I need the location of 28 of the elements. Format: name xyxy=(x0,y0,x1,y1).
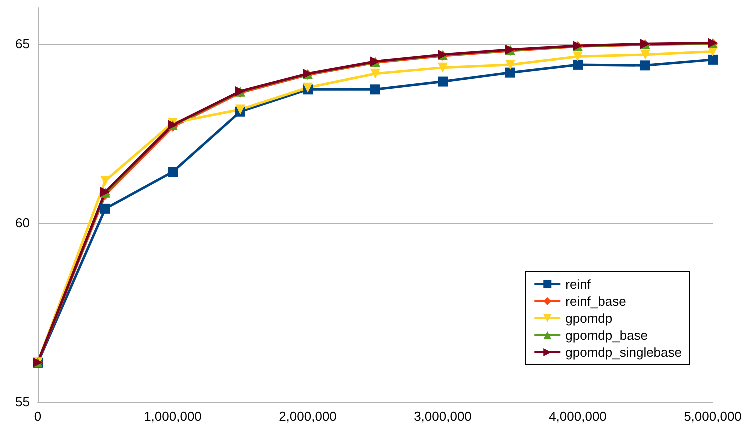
point xyxy=(708,54,718,65)
point xyxy=(573,52,583,62)
point xyxy=(100,204,110,214)
point xyxy=(640,60,650,71)
point xyxy=(370,84,380,95)
point xyxy=(506,60,516,70)
x-tick-label: 3,000,000 xyxy=(414,409,472,424)
point xyxy=(506,68,516,78)
point xyxy=(370,68,380,79)
y-tick-label: 65 xyxy=(16,36,30,52)
point xyxy=(438,62,448,73)
x-tick-label: 2,000,000 xyxy=(279,409,337,424)
legend-label: reinf xyxy=(566,277,592,292)
y-tick-label: 55 xyxy=(16,394,30,410)
point xyxy=(438,76,448,87)
point xyxy=(640,50,650,60)
y-tick-label: 60 xyxy=(16,215,30,230)
point xyxy=(100,176,110,186)
legend-label: gpomdp_singlebase xyxy=(566,345,682,360)
x-tick-label: 5,000,000 xyxy=(684,409,742,424)
x-tick-label: 0 xyxy=(34,409,42,424)
x-tick-label: 4,000,000 xyxy=(549,409,607,424)
legend-label: gpomdp_base xyxy=(566,328,648,343)
point xyxy=(573,60,583,70)
legend-label: reinf_base xyxy=(566,294,626,309)
x-tick-label: 1,000,000 xyxy=(144,409,202,424)
legend-label: gpomdp xyxy=(566,311,613,326)
point xyxy=(168,167,178,178)
